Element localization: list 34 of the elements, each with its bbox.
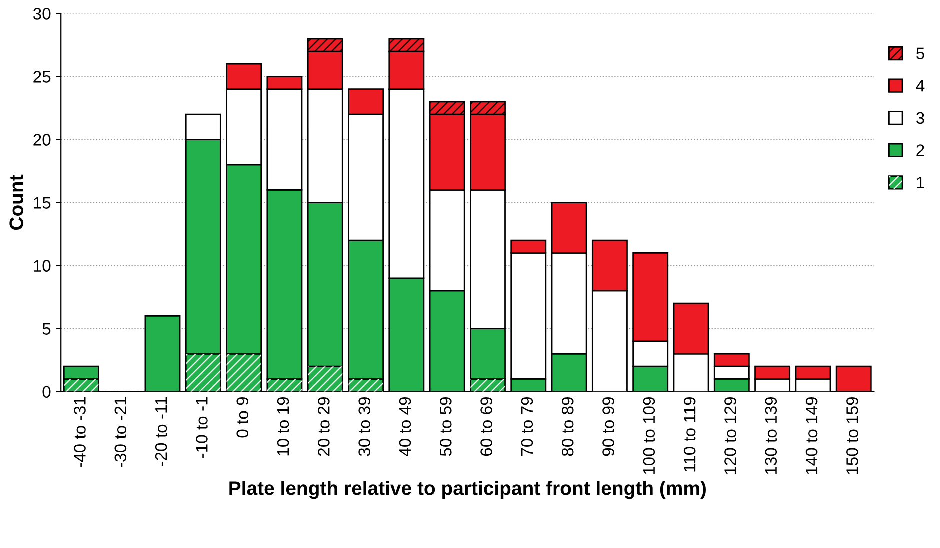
legend-label: 4 [916, 80, 925, 92]
legend-label: 5 [916, 48, 924, 60]
y-axis-title: Count [10, 174, 24, 230]
legend-label: 2 [916, 144, 924, 156]
x-tick-label: 0 to 9 [236, 397, 249, 438]
x-tick-label: 10 to 19 [277, 397, 290, 456]
x-tick-label: 120 to 129 [724, 397, 736, 474]
x-tick-label: -40 to -31 [74, 397, 86, 468]
x-tick-label: 40 to 49 [399, 397, 412, 457]
x-tick-label: 150 to 159 [846, 397, 858, 474]
x-tick-label: -20 to -11 [155, 397, 168, 466]
x-tick-label: -30 to -21 [114, 397, 127, 468]
x-axis-title: Plate length relative to participant front length (mm) [230, 481, 706, 500]
y-tick-label: 15 [34, 197, 51, 209]
x-tick-label: 70 to 79 [521, 397, 534, 456]
x-tick-label: 110 to 119 [684, 397, 696, 472]
y-tick-label: 25 [34, 71, 51, 83]
x-tick-label: 30 to 39 [358, 397, 370, 456]
x-tick-label: 60 to 69 [480, 397, 492, 456]
y-tick-label: 0 [42, 386, 51, 398]
x-tick-label: 140 to 149 [806, 397, 818, 474]
x-tick-label: -10 to -1 [196, 397, 208, 458]
x-tick-label: 100 to 109 [643, 397, 656, 474]
legend-label: 1 [917, 177, 924, 189]
y-tick-label: 20 [34, 134, 51, 146]
y-tick-label: 5 [42, 323, 51, 336]
legend-label: 3 [916, 112, 924, 124]
x-tick-label: 90 to 99 [602, 397, 614, 456]
x-tick-label: 80 to 89 [562, 397, 574, 456]
x-tick-label: 20 to 29 [318, 397, 330, 456]
x-tick-label: 50 to 59 [440, 397, 452, 456]
y-tick-label: 10 [34, 260, 51, 272]
x-tick-label: 130 to 139 [765, 397, 778, 474]
y-tick-label: 30 [33, 8, 51, 20]
